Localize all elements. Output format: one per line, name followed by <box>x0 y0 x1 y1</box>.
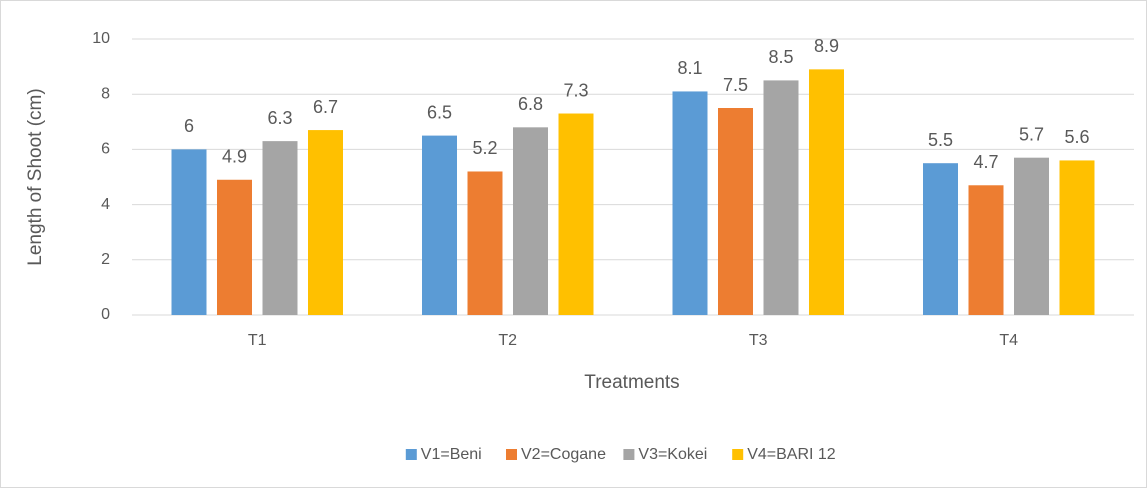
y-tick-label: 8 <box>101 85 110 102</box>
bar <box>718 108 753 315</box>
x-tick-label: T2 <box>498 332 517 349</box>
data-label: 6.7 <box>313 97 338 117</box>
data-label: 8.5 <box>768 47 793 67</box>
data-label: 5.2 <box>472 138 497 158</box>
x-tick-label: T3 <box>749 332 768 349</box>
x-tick-label: T1 <box>248 332 267 349</box>
legend-label: V4=BARI 12 <box>747 446 836 463</box>
bar <box>1014 157 1049 315</box>
y-tick-label: 2 <box>101 251 110 268</box>
bar <box>262 141 298 315</box>
bar <box>467 171 503 315</box>
data-label: 5.5 <box>928 130 953 150</box>
y-tick-label: 6 <box>101 141 110 158</box>
x-tick-label: T4 <box>999 332 1018 349</box>
data-label: 6 <box>184 116 194 136</box>
bar <box>308 130 343 315</box>
y-tick-label: 4 <box>101 196 110 213</box>
legend-label: V3=Kokei <box>638 446 707 463</box>
data-label: 6.3 <box>267 108 292 128</box>
data-label: 7.5 <box>723 75 748 95</box>
legend-label: V1=Beni <box>421 446 482 463</box>
data-label: 6.8 <box>518 94 543 114</box>
legend-swatch <box>732 449 744 460</box>
bar <box>558 113 594 316</box>
bar <box>513 127 548 315</box>
x-axis-title: Treatments <box>584 372 679 393</box>
bar <box>1059 160 1095 315</box>
bar <box>809 69 844 315</box>
legend-label: V2=Cogane <box>521 446 606 463</box>
data-label: 8.1 <box>677 58 702 78</box>
bar <box>672 91 708 315</box>
legend-swatch <box>623 449 635 460</box>
y-axis-title: Length of Shoot (cm) <box>25 88 46 265</box>
bar <box>217 179 252 315</box>
legend-swatch <box>506 449 517 460</box>
data-label: 7.3 <box>563 80 588 100</box>
bar <box>968 185 1004 315</box>
legend-swatch <box>405 449 417 460</box>
y-tick-label: 0 <box>101 306 110 323</box>
data-label: 5.6 <box>1064 127 1089 147</box>
bar <box>923 163 958 315</box>
data-label: 8.9 <box>814 36 839 56</box>
bar <box>763 80 799 316</box>
data-label: 4.9 <box>222 147 247 167</box>
y-tick-label: 10 <box>92 30 110 47</box>
bar <box>422 135 457 315</box>
data-label: 5.7 <box>1019 124 1044 144</box>
bar <box>171 149 207 315</box>
data-label: 4.7 <box>973 152 998 172</box>
data-label: 6.5 <box>427 102 452 122</box>
